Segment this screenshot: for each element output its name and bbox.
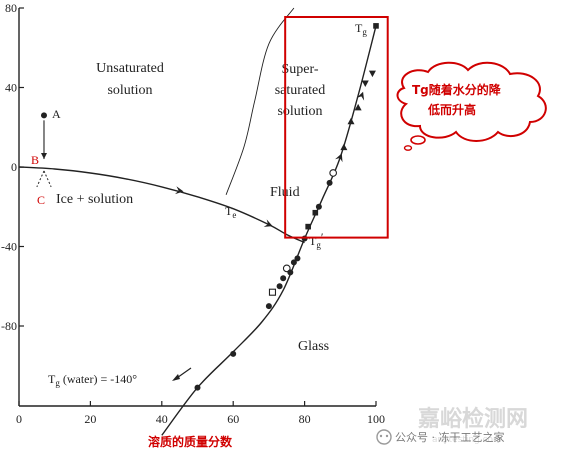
point-label-tg-prime: Tg′ (309, 230, 324, 250)
marker-triangle-filled-18 (354, 103, 362, 111)
region-supersaturated-line-2: saturated (275, 83, 326, 98)
watermark-big: 嘉峪检测网 (418, 406, 528, 432)
marker-triangle-down-filled-19 (361, 80, 369, 88)
marker-square-filled-11 (305, 223, 311, 230)
callout-bubble-2 (403, 145, 413, 151)
callout-cloud: Tg随着水分的降 低而升高 (396, 61, 547, 151)
marker-circle-filled-14 (326, 179, 333, 186)
watermark-account: 公众号 · 冻干工艺之家 (395, 430, 505, 444)
glass-curve-arrow-2 (356, 91, 365, 101)
marker-circle-open-15 (329, 169, 338, 177)
axes: 0 20 40 60 80 100 80 40 0 -40 -80 (1, 1, 385, 426)
marker-triangle-down-filled-20 (368, 70, 376, 78)
y-tick-label-0: 0 (11, 160, 17, 174)
marker-circle-filled-0 (194, 384, 201, 391)
freezing-curve-arrow-2-head (263, 219, 273, 227)
glass-curve-arrow-2-head (356, 91, 365, 101)
y-tick-label--80: -80 (1, 319, 17, 333)
watermark-small: anytesting.com (432, 435, 502, 445)
region-unsaturated-line-1: Unsaturated (96, 61, 164, 76)
x-tick-label-40: 40 (156, 412, 168, 426)
point-label-tg-top: Tg (355, 21, 367, 37)
region-unsaturated-line-2: solution (107, 83, 152, 98)
wechat-icon-dot-1 (379, 434, 383, 438)
freezing-curve-arrow-1-head (175, 186, 184, 195)
marker-circle-filled-5 (280, 275, 287, 282)
data-markers (40, 23, 379, 391)
tg-water-note: Tg (water) = -140° (48, 372, 137, 388)
highlight-rect (284, 16, 389, 239)
marker-square-filled-21 (373, 23, 379, 29)
highlight-box (284, 16, 389, 239)
glass-curve-arrow-1 (335, 153, 343, 163)
callout-line-2: 低而升高 (427, 102, 476, 117)
cooling-path-b-c-2 (36, 170, 45, 188)
marker-circle-filled-22 (40, 112, 47, 119)
marker-circle-filled-9 (294, 255, 301, 262)
region-glass: Glass (298, 339, 329, 354)
callout-bubble-1 (410, 135, 426, 145)
marker-square-open-3 (268, 288, 277, 296)
marker-circle-filled-4 (276, 283, 283, 290)
callout-line-1: Tg随着水分的降 (412, 82, 502, 97)
cooling-path-b-c (43, 170, 52, 188)
tg-water-arrowhead (172, 374, 180, 381)
y-tick-label-40: 40 (5, 81, 17, 95)
x-axis-label: 溶质的质量分数 (148, 434, 233, 449)
point-labels: A B C Te Tg Tg′ (31, 21, 367, 250)
freezing-curve-arrow-1 (175, 186, 184, 195)
glass-curve-arrow-1-head (335, 153, 343, 163)
x-tick-label-80: 80 (299, 412, 311, 426)
marker-circle-open-6 (282, 264, 291, 273)
tg-water-annotation: Tg (water) = -140° (48, 367, 192, 388)
region-labels: Unsaturated solution Super- saturated so… (56, 61, 329, 354)
cooling-arrow-a-b (40, 153, 47, 160)
point-label-a: A (52, 107, 61, 121)
marker-circle-filled-1 (230, 350, 237, 357)
marker-square-filled-12 (312, 209, 319, 216)
marker-circle-filled-7 (287, 269, 294, 276)
x-tick-label-0: 0 (16, 412, 22, 426)
marker-circle-filled-8 (290, 259, 297, 266)
point-label-c: C (37, 193, 45, 207)
curve-solubility-boundary (225, 7, 295, 195)
region-ice-solution: Ice + solution (56, 192, 133, 207)
marker-triangle-filled-16 (340, 143, 348, 151)
region-supersaturated-line-1: Super- (281, 62, 318, 77)
marker-circle-filled-2 (265, 303, 272, 310)
x-tick-label-60: 60 (227, 412, 239, 426)
watermark: 嘉峪检测网 anytesting.com 公众号 · 冻干工艺之家 (376, 406, 528, 445)
point-label-b: B (31, 153, 39, 167)
wechat-icon-dot-2 (385, 434, 389, 438)
point-label-te: Te (225, 204, 236, 220)
x-tick-label-20: 20 (84, 412, 96, 426)
x-tick-label-100: 100 (367, 412, 385, 426)
x-axis-title: 溶质的质量分数 (148, 434, 233, 449)
callout-cloud-shape (396, 61, 547, 142)
wechat-icon (376, 429, 392, 445)
freezing-curve-arrow-2 (263, 219, 273, 227)
region-supersaturated-line-3: solution (277, 104, 322, 119)
y-tick-label--40: -40 (1, 240, 17, 254)
marker-circle-filled-13 (315, 203, 322, 210)
curve-glass-transition-curve (161, 25, 377, 436)
y-tick-label-80: 80 (5, 1, 17, 15)
marker-triangle-filled-17 (347, 117, 355, 125)
